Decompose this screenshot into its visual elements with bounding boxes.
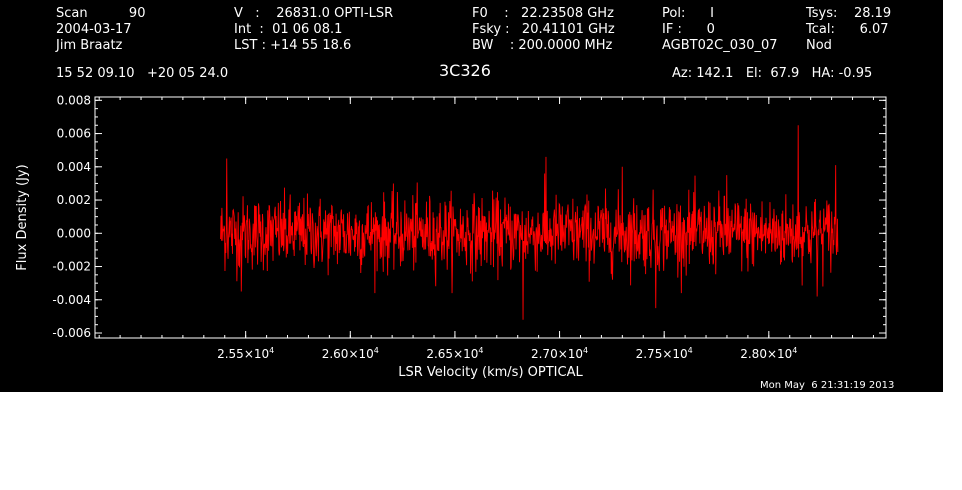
- x-tick-label: 2.70×104: [531, 346, 588, 361]
- y-tick-label: -0.002: [52, 260, 91, 274]
- y-tick-label: -0.006: [52, 326, 91, 340]
- y-tick-label: 0.004: [57, 160, 91, 174]
- x-tick-label: 2.80×104: [740, 346, 797, 361]
- y-tick-label: 0.002: [57, 193, 91, 207]
- sky-frequency: Fsky : 20.41101 GHz: [472, 22, 615, 37]
- x-axis-label: LSR Velocity (km/s) OPTICAL: [398, 365, 583, 380]
- y-axis-label: Flux Density (Jy): [15, 164, 30, 270]
- bandwidth: BW : 200.0000 MHz: [472, 38, 613, 53]
- scan-number: Scan 90: [56, 6, 146, 21]
- plot-frame: [94, 96, 887, 339]
- integration-time: Int : 01 06 08.1: [234, 22, 343, 37]
- if-number: IF : 0: [662, 22, 715, 37]
- x-tick-label: 2.65×104: [426, 346, 483, 361]
- x-tick-label: 2.75×104: [636, 346, 693, 361]
- x-tick-label: 2.55×104: [217, 346, 274, 361]
- polarization: Pol: I: [662, 6, 714, 21]
- az-el-ha: Az: 142.1 El: 67.9 HA: -0.95: [672, 66, 873, 81]
- rest-frequency: F0 : 22.23508 GHz: [472, 6, 614, 21]
- series-line-0: [220, 125, 839, 320]
- procedure-name: Nod: [806, 38, 832, 53]
- observer-name: Jim Braatz: [56, 38, 123, 53]
- spectrum-chart: -0.006 -0.004 -0.002 0.000 0.002 0.004 0.006 0.…: [15, 93, 887, 380]
- tsys-value: Tsys: 28.19: [806, 6, 892, 21]
- x-tick-label: 2.60×104: [322, 346, 379, 361]
- source-coordinates: 15 52 09.10 +20 05 24.0: [56, 66, 229, 81]
- lst-info: LST : +14 55 18.6: [234, 38, 352, 53]
- velocity-info: V : 26831.0 OPTI-LSR: [234, 6, 394, 21]
- project-id: AGBT02C_030_07: [662, 38, 778, 53]
- y-tick-label: -0.004: [52, 293, 91, 307]
- y-tick-label: 0.000: [57, 226, 91, 240]
- y-tick-label: 0.006: [57, 127, 91, 141]
- source-name: 3C326: [439, 61, 491, 80]
- observation-date: 2004-03-17: [56, 22, 132, 37]
- y-tick-label: 0.008: [57, 93, 91, 107]
- tcal-value: Tcal: 6.07: [806, 22, 889, 37]
- plot-timestamp: Mon May 6 21:31:19 2013: [760, 380, 895, 391]
